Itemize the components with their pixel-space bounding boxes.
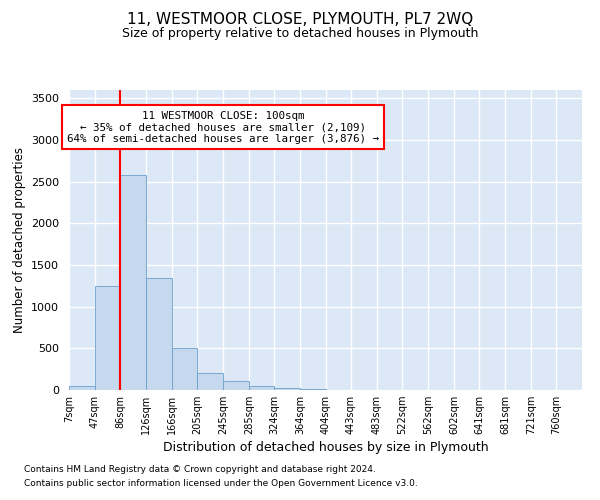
Y-axis label: Number of detached properties: Number of detached properties bbox=[13, 147, 26, 333]
Text: 11, WESTMOOR CLOSE, PLYMOUTH, PL7 2WQ: 11, WESTMOOR CLOSE, PLYMOUTH, PL7 2WQ bbox=[127, 12, 473, 28]
Bar bbox=[197, 374, 223, 390]
Bar bbox=[69, 386, 95, 390]
Bar bbox=[223, 381, 249, 390]
Bar bbox=[95, 286, 120, 390]
Text: Size of property relative to detached houses in Plymouth: Size of property relative to detached ho… bbox=[122, 28, 478, 40]
Bar bbox=[249, 386, 274, 390]
Bar bbox=[146, 278, 172, 390]
Text: Contains public sector information licensed under the Open Government Licence v3: Contains public sector information licen… bbox=[24, 479, 418, 488]
Bar bbox=[172, 348, 197, 390]
Text: 11 WESTMOOR CLOSE: 100sqm
← 35% of detached houses are smaller (2,109)
64% of se: 11 WESTMOOR CLOSE: 100sqm ← 35% of detac… bbox=[67, 111, 379, 144]
Text: Contains HM Land Registry data © Crown copyright and database right 2024.: Contains HM Land Registry data © Crown c… bbox=[24, 466, 376, 474]
Bar bbox=[300, 389, 326, 390]
Bar bbox=[274, 388, 300, 390]
Bar bbox=[120, 175, 146, 390]
X-axis label: Distribution of detached houses by size in Plymouth: Distribution of detached houses by size … bbox=[163, 442, 488, 454]
